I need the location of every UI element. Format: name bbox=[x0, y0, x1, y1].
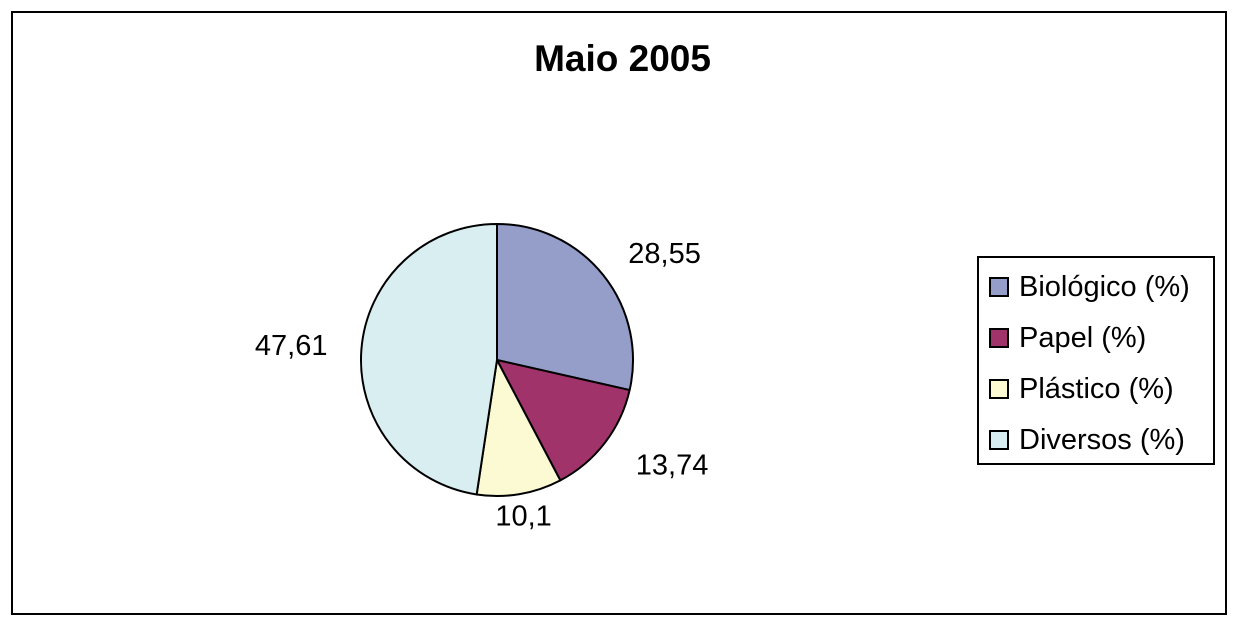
pie-slice-plastico bbox=[475, 359, 562, 497]
data-label-biologico: 28,55 bbox=[628, 238, 701, 270]
legend-label: Diversos (%) bbox=[1019, 423, 1185, 456]
data-label-diversos: 47,61 bbox=[255, 330, 328, 362]
pie-slice-papel bbox=[496, 359, 631, 482]
legend-label: Plástico (%) bbox=[1019, 372, 1174, 405]
legend: Biológico (%) Papel (%) Plástico (%) Div… bbox=[977, 256, 1215, 465]
legend-swatch bbox=[989, 277, 1009, 297]
data-label-papel: 13,74 bbox=[636, 449, 709, 481]
data-label-plastico: 10,1 bbox=[495, 500, 551, 532]
pie-slice-biologico bbox=[496, 223, 634, 392]
legend-swatch bbox=[989, 430, 1009, 450]
legend-label: Biológico (%) bbox=[1019, 270, 1190, 303]
legend-item-plastico: Plástico (%) bbox=[989, 372, 1174, 406]
pie-slice-diversos bbox=[359, 223, 498, 496]
legend-swatch bbox=[989, 379, 1009, 399]
legend-item-diversos: Diversos (%) bbox=[989, 423, 1185, 457]
legend-item-papel: Papel (%) bbox=[989, 321, 1146, 355]
chart-title: Maio 2005 bbox=[534, 38, 711, 79]
legend-label: Papel (%) bbox=[1019, 321, 1147, 354]
legend-item-biologico: Biológico (%) bbox=[989, 270, 1190, 304]
legend-swatch bbox=[989, 328, 1009, 348]
